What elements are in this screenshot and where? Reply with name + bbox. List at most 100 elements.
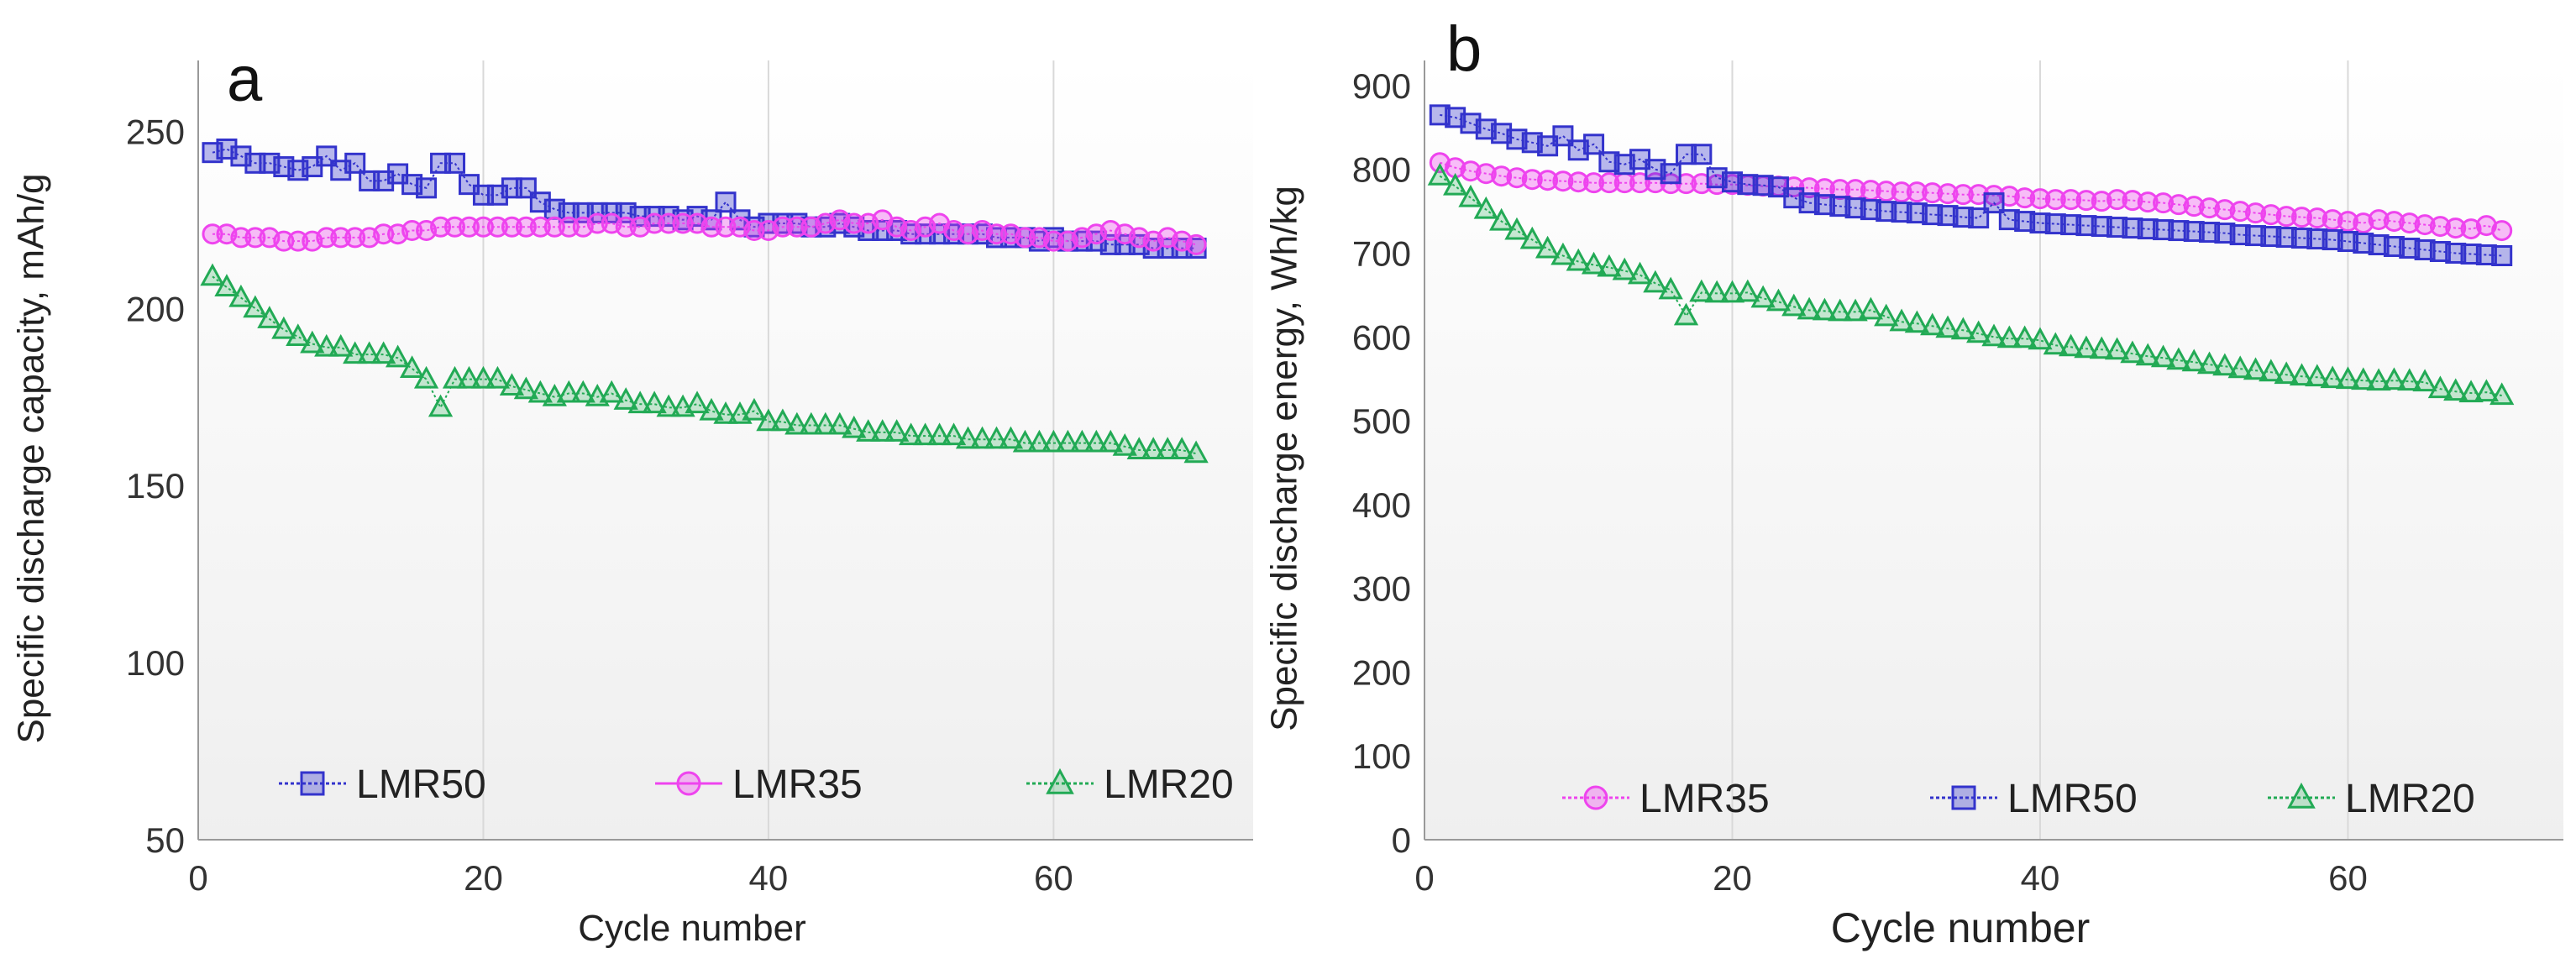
data-point <box>1797 296 1822 320</box>
data-point <box>1427 162 1452 186</box>
data-point <box>2320 365 2345 389</box>
data-point <box>2306 228 2328 250</box>
data-point <box>2058 333 2084 357</box>
data-point <box>2229 201 2251 223</box>
data-point <box>2274 361 2299 385</box>
data-point <box>2260 226 2282 248</box>
data-point <box>2275 227 2297 249</box>
data-point <box>2429 241 2451 263</box>
data-point <box>1922 182 1944 204</box>
data-point <box>2337 231 2358 253</box>
legend-item: LMR35 <box>655 762 863 807</box>
y-tick-label: 800 <box>1352 150 1411 190</box>
data-point <box>1491 165 1513 187</box>
series-lmr20 <box>1427 162 2515 406</box>
data-point <box>1581 251 1607 275</box>
data-point <box>2289 363 2315 386</box>
data-point <box>373 223 395 245</box>
data-point <box>1858 296 1884 320</box>
data-point <box>244 227 266 249</box>
data-point <box>2306 207 2328 229</box>
data-point <box>371 341 396 364</box>
data-point <box>1937 183 1959 205</box>
series-line <box>1439 161 2503 232</box>
x-tick-label: 0 <box>1414 858 1434 898</box>
data-point <box>2353 233 2374 254</box>
data-point <box>1750 285 1776 308</box>
data-point <box>2060 189 2082 211</box>
y-tick-label: 150 <box>126 466 185 506</box>
data-point <box>899 422 924 446</box>
data-point <box>799 411 824 435</box>
data-point <box>1829 196 1851 217</box>
data-point <box>2443 378 2468 401</box>
data-point <box>1613 154 1635 176</box>
data-point <box>1981 323 2007 347</box>
data-point <box>2075 215 2097 237</box>
data-point <box>1550 242 1576 265</box>
legend-marker <box>300 771 325 796</box>
data-point <box>2245 202 2267 224</box>
data-point <box>912 422 938 446</box>
data-point <box>2075 190 2097 212</box>
data-point <box>1860 199 1881 221</box>
data-point <box>1112 433 1137 456</box>
data-point <box>401 219 423 241</box>
data-point <box>456 365 482 389</box>
data-point <box>513 376 539 400</box>
data-point <box>243 295 268 318</box>
data-point <box>271 316 296 339</box>
data-point <box>2183 196 2205 217</box>
data-point <box>658 212 679 234</box>
data-point <box>1920 312 1945 336</box>
y-tick-label: 100 <box>1352 736 1411 776</box>
data-point <box>2199 222 2221 244</box>
legend-item: LMR50 <box>279 762 486 807</box>
data-point <box>413 365 439 389</box>
data-point <box>2137 191 2159 213</box>
data-point <box>2183 221 2205 243</box>
data-point <box>2181 348 2206 372</box>
data-point <box>1721 171 1743 193</box>
data-point <box>2120 340 2145 364</box>
data-point <box>1783 187 1805 209</box>
data-point <box>2427 375 2453 399</box>
legend-label: LMR20 <box>2345 777 2475 821</box>
legend-label: LMR50 <box>356 762 486 807</box>
data-point <box>1504 217 1529 240</box>
data-point <box>1429 152 1451 174</box>
data-point <box>2414 214 2436 236</box>
data-point <box>458 216 480 238</box>
data-point <box>1983 192 2005 214</box>
data-point <box>1552 125 1574 147</box>
data-point <box>2060 214 2082 236</box>
data-point <box>1169 437 1194 459</box>
data-point <box>2106 217 2128 238</box>
x-axis-label: Cycle number <box>578 908 805 949</box>
data-point <box>1155 437 1180 459</box>
y-tick-label: 200 <box>1352 652 1411 692</box>
panel-label: b <box>1446 13 1482 85</box>
data-point <box>314 333 339 357</box>
legend-marker <box>2287 782 2316 809</box>
y-tick-label: 250 <box>126 112 185 151</box>
data-point <box>1676 144 1697 165</box>
data-point <box>442 365 468 389</box>
data-point <box>1488 207 1514 231</box>
data-point <box>1597 254 1622 277</box>
data-point <box>715 216 737 238</box>
data-point <box>1126 437 1152 459</box>
data-point <box>1704 280 1729 303</box>
data-point <box>1812 297 1838 321</box>
data-point <box>2412 369 2437 392</box>
data-point <box>385 344 411 368</box>
data-point <box>1141 437 1166 459</box>
data-point <box>1950 317 1975 340</box>
data-point <box>200 263 225 286</box>
data-point <box>1521 169 1543 191</box>
y-tick-label: 0 <box>1392 820 1411 860</box>
data-point <box>1055 429 1080 453</box>
data-point <box>470 365 496 389</box>
series-lmr35 <box>202 209 1207 255</box>
